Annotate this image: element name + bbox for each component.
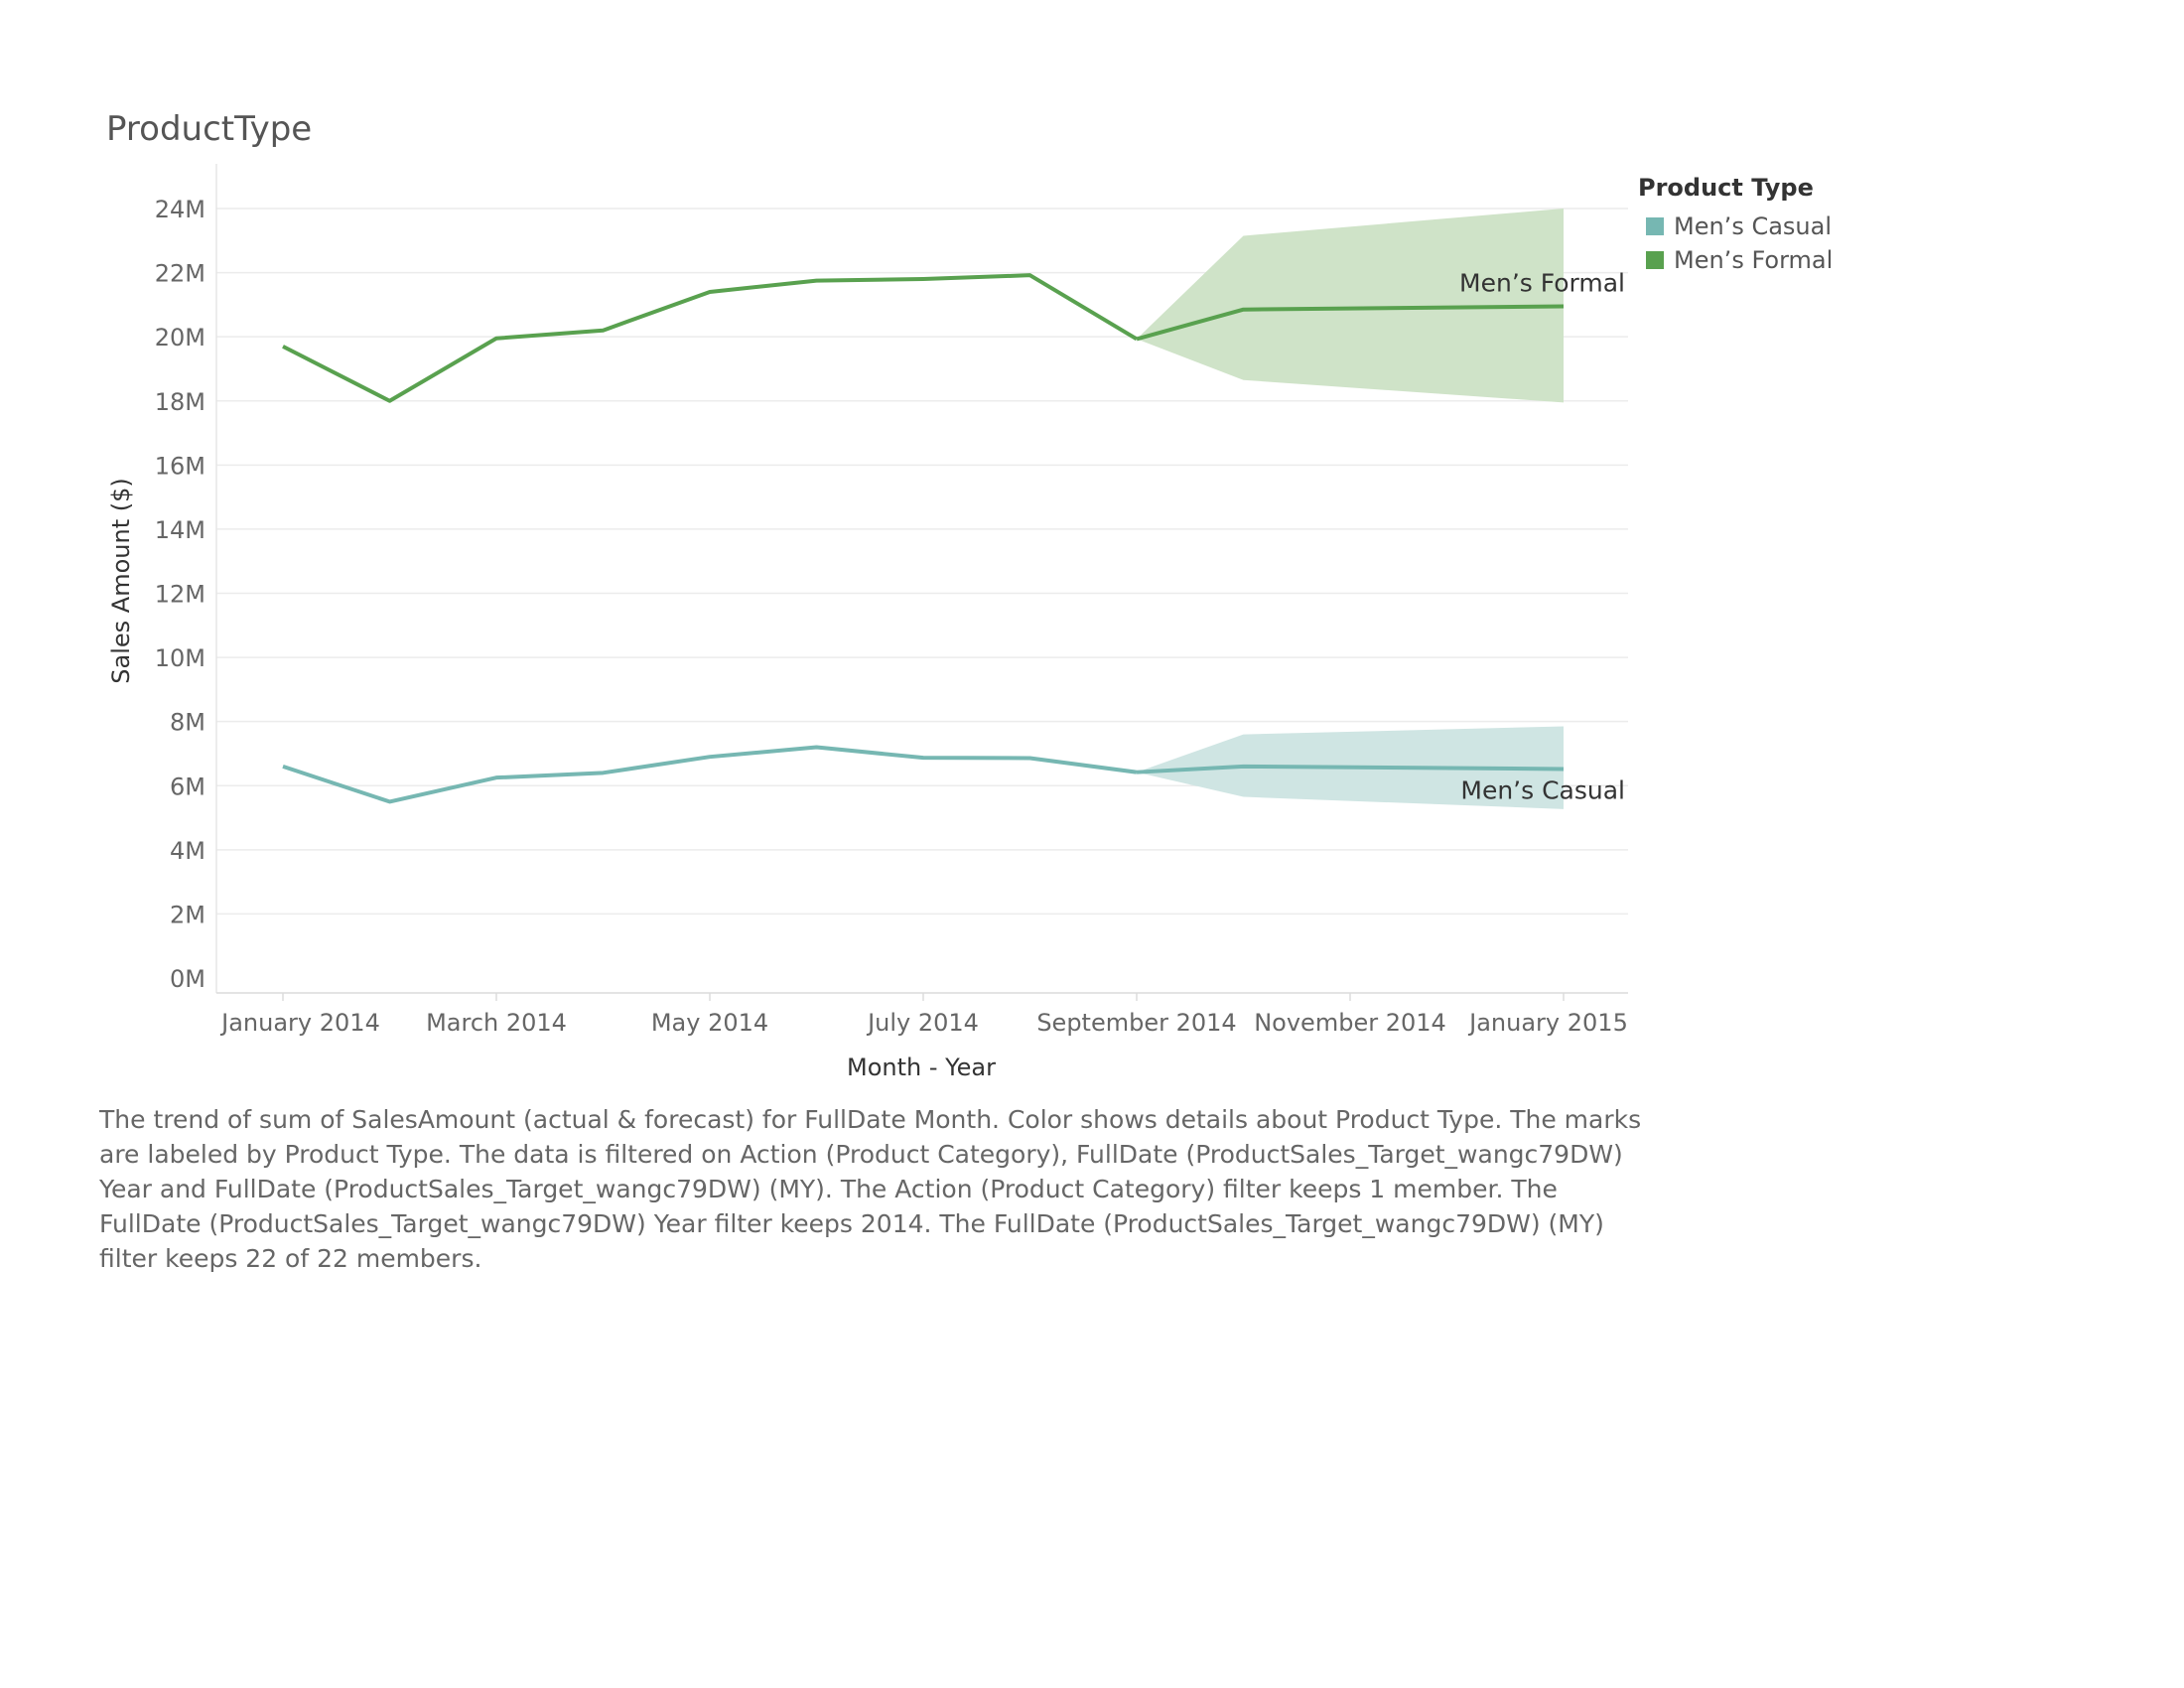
x-axis-title: Month - Year <box>847 1054 996 1081</box>
x-tick-label: January 2015 <box>1467 1009 1628 1037</box>
x-tick-label: January 2014 <box>219 1009 380 1037</box>
series-label-mens-formal: Men’s Formal <box>1459 268 1625 297</box>
series-labels: Men’s Formal Men’s Casual <box>1459 268 1625 804</box>
y-tick-label: 22M <box>155 260 205 288</box>
chart-caption: The trend of sum of SalesAmount (actual … <box>99 1105 1642 1273</box>
chart-title: ProductType <box>106 109 313 149</box>
y-tick-label: 18M <box>155 388 205 416</box>
y-tick-label: 10M <box>155 644 205 672</box>
y-tick-label: 4M <box>170 837 205 865</box>
forecast-bands <box>1137 209 1564 809</box>
series-line-mens-formal[interactable] <box>282 273 1139 403</box>
series-label-mens-casual: Men’s Casual <box>1460 775 1625 804</box>
x-tick-label: March 2014 <box>426 1009 567 1037</box>
x-tick-label: September 2014 <box>1036 1009 1236 1037</box>
legend-label-mens-casual: Men’s Casual <box>1674 212 1832 240</box>
y-tick-label: 16M <box>155 452 205 480</box>
legend-title: Product Type <box>1638 174 1814 202</box>
x-tick-label: November 2014 <box>1254 1009 1446 1037</box>
forecast-band-mens-formal <box>1137 209 1564 403</box>
forecast-line-mens-casual[interactable] <box>1136 764 1565 774</box>
y-tick-label: 12M <box>155 581 205 609</box>
y-tick-label: 14M <box>155 516 205 544</box>
axes: 0M 2M 4M 6M 8M 10M 12M 14M 16M 18M 20M 22M 24M Januar… <box>155 164 1628 1037</box>
legend-label-mens-formal: Men’s Formal <box>1674 246 1834 274</box>
legend-item-mens-formal[interactable]: Men’s Formal <box>1638 243 1833 277</box>
y-tick-label: 2M <box>170 901 205 928</box>
forecast-line-mens-formal[interactable] <box>1136 304 1565 342</box>
y-tick-label: 24M <box>155 196 205 223</box>
y-tick-label: 20M <box>155 324 205 352</box>
legend-swatch-mens-casual <box>1646 217 1664 235</box>
y-tick-label: 6M <box>170 773 205 800</box>
legend-item-mens-casual[interactable]: Men’s Casual <box>1638 210 1833 243</box>
legend-swatch-mens-formal <box>1646 251 1664 269</box>
y-axis-title: Sales Amount ($) <box>107 478 135 683</box>
legend: Product Type Men’s Casual Men’s Formal <box>1638 174 1833 277</box>
y-tick-label: 0M <box>170 965 205 993</box>
y-tick-label: 8M <box>170 709 205 737</box>
series-lines <box>282 273 1565 804</box>
x-tick-label: May 2014 <box>651 1009 768 1037</box>
series-line-mens-casual[interactable] <box>282 745 1138 804</box>
x-tick-label: July 2014 <box>866 1009 979 1037</box>
